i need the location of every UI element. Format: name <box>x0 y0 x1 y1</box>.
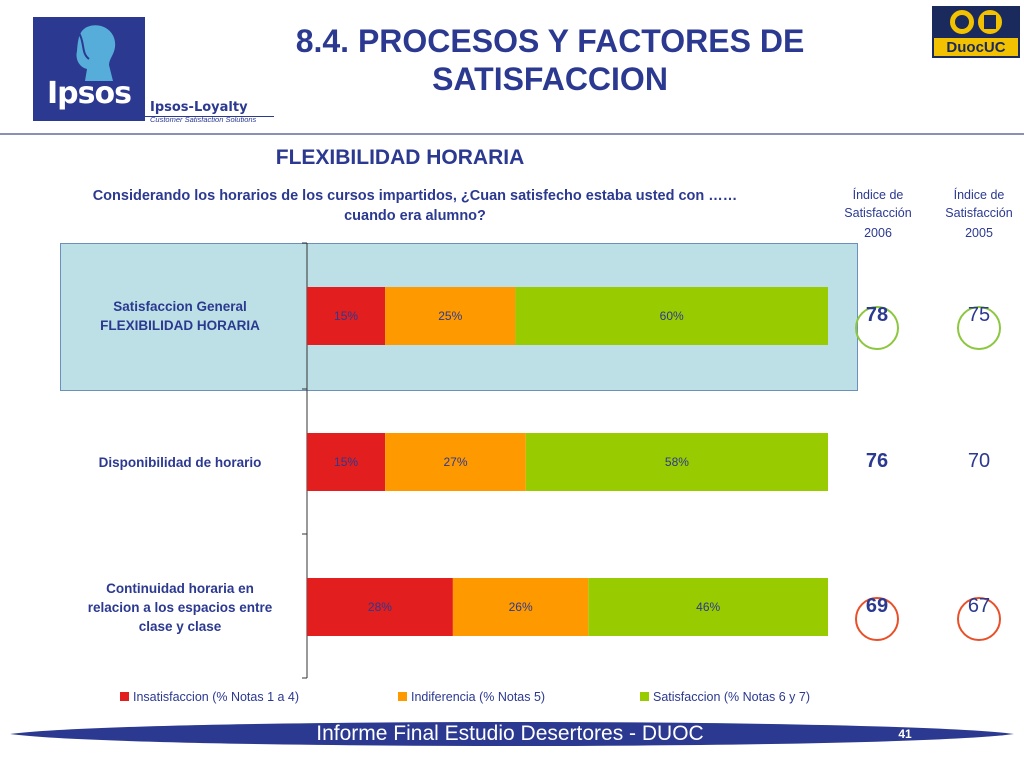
bar-segment-1-2 <box>525 433 828 491</box>
duoc-logo: DuocUC <box>932 6 1020 58</box>
footer-bar <box>10 722 1014 746</box>
index-value-2006-1: 76 <box>865 450 889 472</box>
bar-segment-1-1 <box>385 433 526 491</box>
bar-data-label-1-0: 15% <box>334 455 358 469</box>
legend-label: Indiferencia (% Notas 5) <box>411 690 546 704</box>
index-2006-header: Índice de Satisfacción <box>828 186 928 222</box>
index-value-2005-1: 70 <box>967 450 991 472</box>
index-2005-label-line1: Índice de <box>953 188 1005 202</box>
legend-item-2: Satisfaccion (% Notas 6 y 7) <box>640 690 810 704</box>
index-circle-2006-0 <box>855 306 899 350</box>
index-circle-2005-0 <box>957 306 1001 350</box>
ipsos-head-icon <box>76 25 116 82</box>
loyalty-brand-name: Ipsos-Loyalty <box>150 100 248 115</box>
legend-item-0: Insatisfaccion (% Notas 1 a 4) <box>120 690 299 704</box>
index-value-2006-0: 78 <box>865 304 889 326</box>
category-label-line: FLEXIBILIDAD HORARIA <box>100 318 260 333</box>
bar-data-label-0-0: 15% <box>334 309 358 323</box>
page-title: 8.4. PROCESOS Y FACTORES DE SATISFACCION <box>250 22 850 98</box>
bar-segment-2-0 <box>307 578 453 636</box>
bar-segment-0-1 <box>385 287 516 345</box>
ipsos-logo-text: Ipsos <box>47 76 132 111</box>
page-number: 41 <box>898 727 912 741</box>
category-label-0: Satisfaccion General FLEXIBILIDAD HORARIA <box>60 297 300 335</box>
question-line1: Considerando los horarios de los cursos … <box>92 188 738 204</box>
index-2006-year: 2006 <box>864 226 892 240</box>
index-2006-label-line1: Índice de <box>852 188 904 202</box>
category-label-2: Continuidad horaria en relacion a los esp… <box>60 579 300 636</box>
page-title-line2: SATISFACCION <box>432 61 668 97</box>
legend-item-1: Indiferencia (% Notas 5) <box>398 690 545 704</box>
index-value-2005-0: 75 <box>967 304 991 326</box>
loyalty-tagline: Customer Satisfaction Solutions <box>150 115 257 124</box>
legend-label: Insatisfaccion (% Notas 1 a 4) <box>133 690 300 704</box>
index-value-2005-2: 67 <box>967 595 991 617</box>
ipsos-loyalty-brand: Ipsos-Loyalty Customer Satisfaction Solu… <box>140 100 274 128</box>
bar-data-label-1-1: 27% <box>443 455 467 469</box>
survey-question: Considerando los horarios de los cursos … <box>20 186 810 226</box>
category-label-line: Satisfaccion General <box>113 299 247 314</box>
bar-segment-2-2 <box>588 578 828 636</box>
category-label-line: clase y clase <box>138 618 222 634</box>
index-2005-label-line2: Satisfacción <box>945 206 1013 220</box>
index-2005-header: Índice de Satisfacción <box>929 186 1024 222</box>
bar-segment-1-0 <box>307 433 386 491</box>
category-label-line: Continuidad horaria en <box>106 580 254 596</box>
bar-data-label-2-2: 46% <box>696 600 720 614</box>
bar-segment-0-2 <box>515 287 828 345</box>
index-circle-2006-2 <box>855 597 899 641</box>
index-value-2006-2: 69 <box>865 595 889 617</box>
category-label-line: Disponibilidad de horario <box>98 454 262 470</box>
header-divider <box>0 133 1024 135</box>
page-title-line1: 8.4. PROCESOS Y FACTORES DE <box>295 23 805 59</box>
bar-data-label-2-0: 28% <box>368 600 392 614</box>
legend-label: Satisfaccion (% Notas 6 y 7) <box>653 690 811 704</box>
duoc-logo-text: DuocUC <box>946 39 1005 56</box>
category-label-line: relacion a los espacios entre <box>87 599 273 615</box>
category-label-1: Disponibilidad de horario <box>60 453 300 472</box>
legend-swatch <box>120 692 129 701</box>
legend-swatch <box>398 692 407 701</box>
index-2006-label-line2: Satisfacción <box>844 206 912 220</box>
question-line2: cuando era alumno? <box>344 208 486 224</box>
bar-data-label-0-1: 25% <box>438 309 462 323</box>
footer-text: Informe Final Estudio Desertores - DUOC <box>316 722 704 745</box>
bar-segment-2-1 <box>452 578 589 636</box>
bar-segment-0-0 <box>307 287 386 345</box>
legend-swatch <box>640 692 649 701</box>
bar-data-label-0-2: 60% <box>660 309 684 323</box>
chart-legend: Insatisfaccion (% Notas 1 a 4) Indiferenc… <box>120 690 840 708</box>
bar-data-label-2-1: 26% <box>509 600 533 614</box>
section-subtitle: FLEXIBILIDAD HORARIA <box>275 146 525 169</box>
index-2005-year: 2005 <box>965 226 993 240</box>
bar-data-label-1-2: 58% <box>665 455 689 469</box>
index-circle-2005-2 <box>957 597 1001 641</box>
loyalty-divider <box>140 116 274 117</box>
ipsos-logo: Ipsos <box>33 17 145 121</box>
